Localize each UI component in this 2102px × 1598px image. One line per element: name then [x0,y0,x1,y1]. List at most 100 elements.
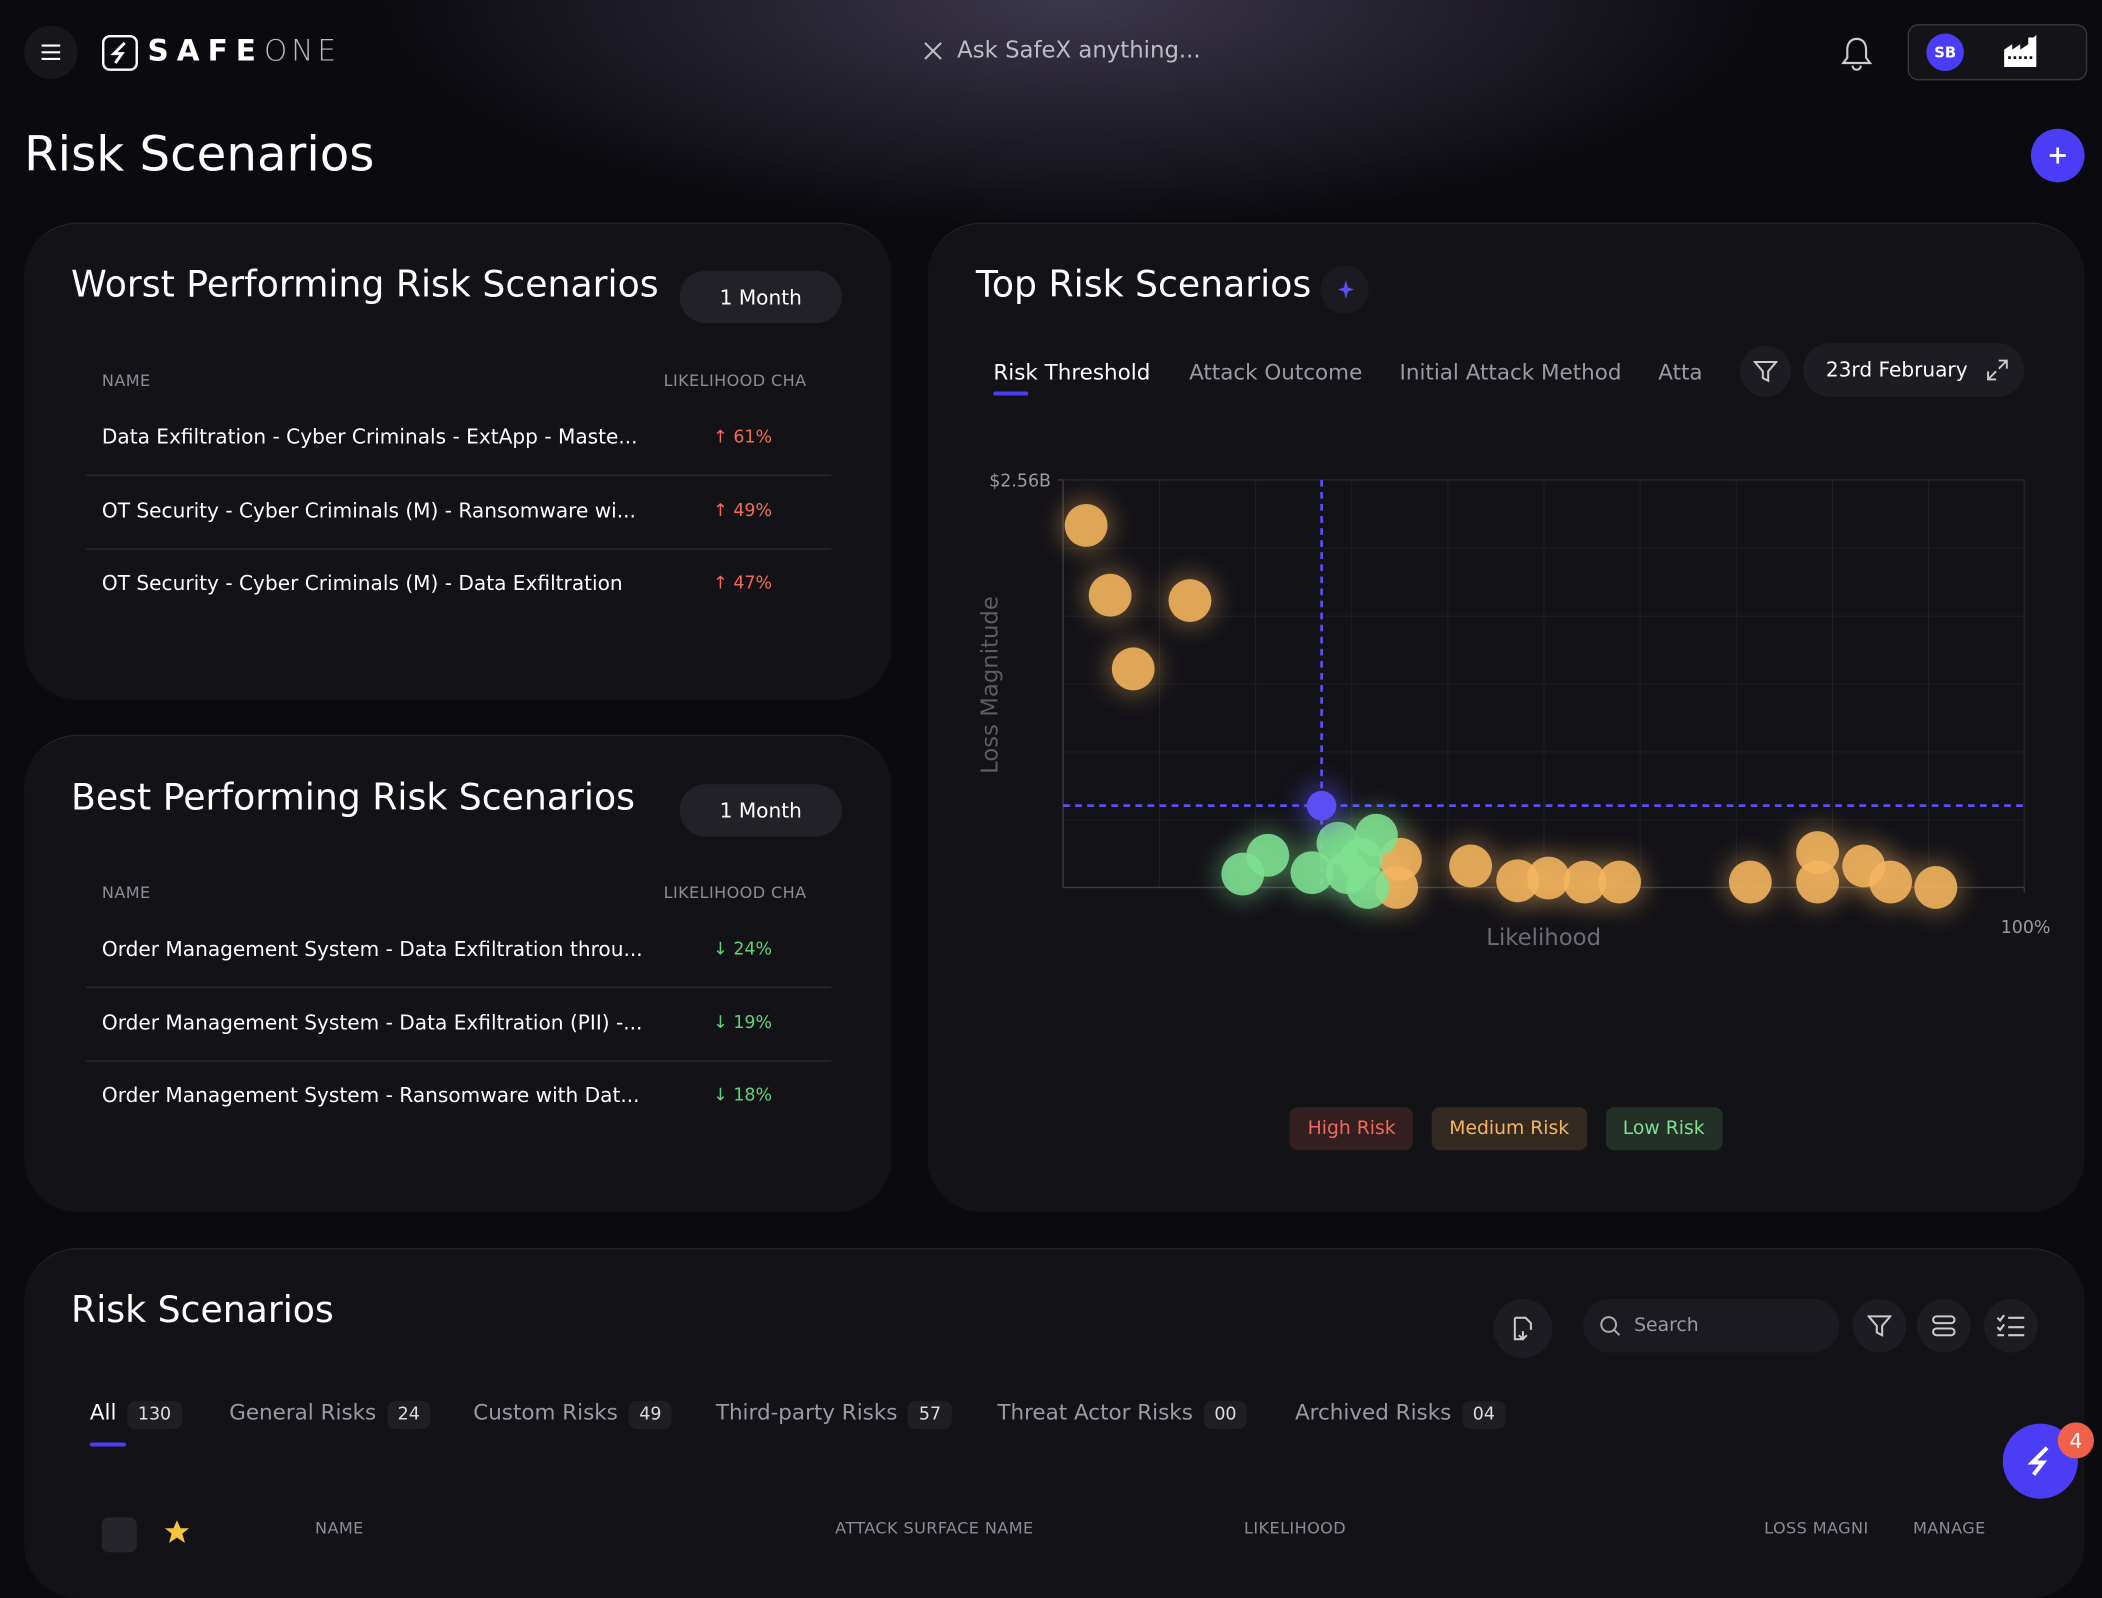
tab-count: 04 [1462,1400,1506,1430]
tab-label: Archived Risks [1294,1399,1452,1426]
menu-icon [41,44,61,61]
search-placeholder: Ask SafeX anything... [957,37,1201,65]
sparkle-icon [1337,280,1354,299]
chart-tab[interactable]: Atta [1658,359,1703,385]
risk-tab[interactable]: Threat Actor Risks 00 [997,1400,1248,1430]
bubble [1339,837,1383,881]
bubble [1728,860,1772,904]
row-separator [85,474,832,476]
bubble [1598,860,1642,904]
notification-bell[interactable] [1839,35,1874,73]
filter-button[interactable] [1740,345,1791,397]
search-icon [1600,1316,1621,1336]
add-button[interactable] [2030,128,2085,183]
scenario-name[interactable]: Order Management System - Data Exfiltrat… [101,937,643,962]
legend: High Risk Medium Risk Low Risk [928,1107,2085,1151]
risk-tab[interactable]: Custom Risks 49 [473,1399,673,1430]
legend-item[interactable]: High Risk [1290,1107,1414,1151]
menu-button[interactable] [24,25,78,80]
tab-count: 24 [386,1400,431,1430]
tab-underline [89,1442,127,1447]
period-select[interactable]: 1 Month [679,784,842,837]
tab-label: Custom Risks [473,1399,618,1426]
column-header: NAME [315,1518,364,1538]
panel-title: Best Performing Risk Scenarios [71,777,636,820]
likelihood-change: 47% [713,574,772,594]
bubble [1914,866,1958,909]
legend-item[interactable]: Medium Risk [1431,1107,1587,1151]
assistant-search[interactable]: Ask SafeX anything... [922,37,1201,65]
account-box[interactable]: SB [1907,24,2088,81]
tab-count: 57 [908,1400,952,1430]
group-button[interactable] [1917,1299,1971,1353]
chart-tab[interactable]: Initial Attack Method [1399,359,1622,385]
scenario-name[interactable]: Order Management System - Ransomware wit… [101,1083,640,1108]
column-header: NAME [101,883,151,903]
chat-icon [2027,1446,2049,1476]
scenario-name[interactable]: OT Security - Cyber Criminals (M) - Rans… [101,498,636,523]
risk-tab[interactable]: Archived Risks 04 [1294,1399,1506,1430]
columns-button[interactable] [1984,1299,2038,1353]
column-header: LIKELIHOOD CHA [663,883,807,903]
panel-title: Risk Scenarios [71,1289,334,1332]
filter-button[interactable] [1852,1299,1907,1353]
panel-title: Top Risk Scenarios [975,264,1312,306]
column-header: ATTACK SURFACE NAME [835,1518,1034,1538]
likelihood-change: 49% [713,501,772,521]
risk-tab[interactable]: General Risks 24 [229,1399,431,1430]
scenario-name[interactable]: Order Management System - Data Exfiltrat… [101,1010,643,1035]
tab-underline [993,391,1029,396]
filter-icon [1867,1315,1892,1337]
search-box[interactable]: Search [1583,1299,1840,1353]
grid [1062,479,2025,889]
column-header: MANAGE [1912,1518,1986,1538]
expand-icon [1986,359,2008,381]
bubble [1527,856,1570,900]
date-select[interactable]: 23rd February [1803,343,2025,397]
tab-label: General Risks [229,1399,377,1426]
tab-count: 49 [628,1400,673,1430]
date-label: 23rd February [1825,357,1968,383]
bubble [1563,860,1607,904]
chart-tab[interactable]: Attack Outcome [1189,359,1363,385]
period-select[interactable]: 1 Month [679,270,842,324]
top-risk-panel: $2.56B 100% Likelihood Loss Magnitude Top R… [927,222,2085,1212]
checklist-icon [1996,1314,2025,1337]
chart-tabs: Risk Threshold Attack Outcome Initial Atta… [928,355,1706,401]
legend-item[interactable]: Low Risk [1605,1107,1723,1151]
worst-panel: Worst Performing Risk Scenarios 1 Month … [24,222,892,700]
risk-tab[interactable]: All 130 [90,1400,182,1430]
tab-count: 00 [1203,1400,1248,1430]
logo-text: SAFEONE [147,35,340,70]
ai-button[interactable] [1320,265,1369,314]
export-button[interactable] [1493,1299,1553,1358]
chat-badge: 4 [2057,1422,2094,1459]
scenario-name[interactable]: OT Security - Cyber Criminals (M) - Data… [101,571,623,596]
logo-icon [102,34,138,71]
risk-table-panel: Risk Scenarios Search All 130 General Risk… [24,1248,2085,1598]
row-separator [85,986,832,988]
column-header: LIKELIHOOD CHA [663,371,807,391]
row-separator [85,1059,832,1062]
bubble [1111,647,1155,691]
tab-count: 130 [127,1400,182,1430]
bubble [1246,833,1290,877]
chart-tab[interactable]: Risk Threshold [993,359,1151,385]
row-separator [85,547,832,549]
bubble [1796,860,1840,904]
table-header: NAME ATTACK SURFACE NAME LIKELIHOOD LOSS MA… [24,1519,2084,1546]
threshold-point [1306,790,1337,821]
plus-icon [2049,147,2066,164]
tab-label: Third-party Risks [715,1399,898,1426]
likelihood-change: 61% [713,428,772,448]
likelihood-change: 18% [713,1086,772,1106]
page-title: Risk Scenarios [24,127,375,183]
scenario-name[interactable]: Data Exfiltration - Cyber Criminals - Ex… [101,424,638,450]
risk-tab[interactable]: Third-party Risks 57 [715,1399,952,1430]
panel-title: Worst Performing Risk Scenarios [71,264,659,306]
likelihood-change: 19% [713,1013,772,1033]
bubble [1064,504,1108,547]
scatter-chart: $2.56B 100% Likelihood Loss Magnitude [977,472,2050,951]
y-axis-label: Loss Magnitude [977,596,1003,774]
best-panel: Best Performing Risk Scenarios 1 Month N… [24,734,892,1212]
